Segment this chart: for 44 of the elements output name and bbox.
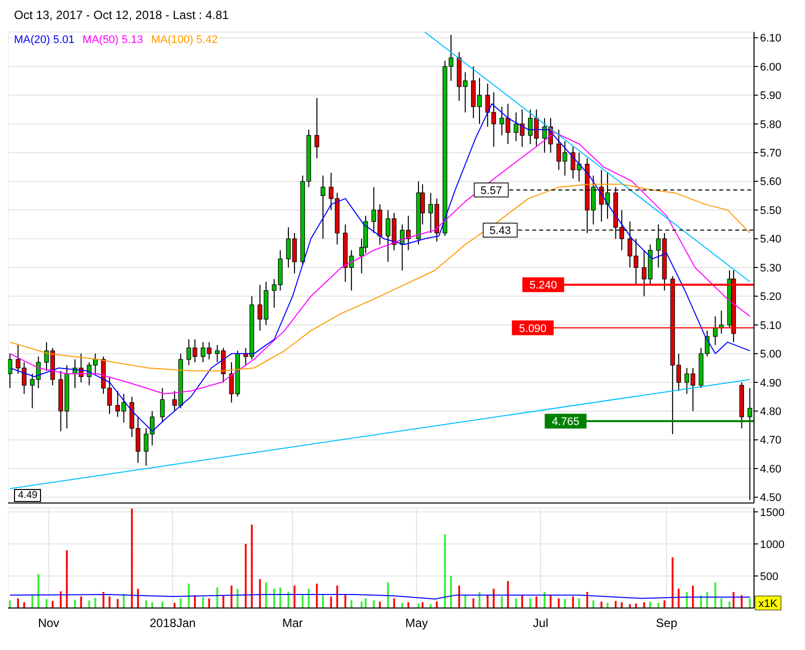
x-tick-label: Nov [38,616,60,630]
y-tick-label: 6.10 [760,32,782,45]
y-tick-label: 500 [760,570,778,583]
ref-line-label: 4.765 [552,416,580,428]
text: MA(100) 5.42 [151,34,218,46]
ref-line-label: 5.57 [480,184,502,197]
candlestick [320,175,326,240]
candlestick [712,316,718,346]
x-tick-label: Jul [532,616,548,630]
y-tick-label: 1000 [760,538,784,551]
y-tick-label: 5.20 [760,291,782,304]
candlestick [160,388,165,424]
y-tick-label: 5.10 [760,320,782,332]
x-tick-label: 2018Jan [150,616,196,630]
y-tick-label: 4.70 [760,434,782,447]
chart-title: Oct 13, 2017 - Oct 12, 2018 - Last : 4.81 [13,8,230,24]
y-tick-label: 5.30 [760,262,782,274]
y-tick-label: 5.70 [760,148,782,160]
y-tick-label: 5.40 [760,234,782,246]
line-series [10,132,750,394]
y-tick-label: 4.80 [760,406,782,418]
candlestick [8,353,12,389]
y-tick-label: 5.80 [760,118,782,131]
y-tick-label: 5.90 [760,90,782,102]
y-tick-label: 4.90 [760,377,782,390]
text: MA(50) 5.13 [82,34,144,46]
x-tick-label: Mar [282,616,303,630]
text: MA(20) 5.01 [14,34,75,46]
ref-line-label: 5.43 [489,225,511,238]
ref-line-label: 5.240 [529,280,558,292]
y-tick-label: 5.60 [760,176,782,188]
y-tick-label: 5.50 [760,204,782,217]
y-tick-label: 4.60 [760,463,782,476]
y-tick-label: 1500 [760,506,784,519]
y-tick-label: 4.50 [760,492,782,504]
y-axis-title: x1K [758,598,778,610]
ref-line-label: 5.090 [519,322,547,335]
y-tick-label: 5.00 [760,348,782,361]
x-tick-label: Sep [656,616,678,630]
candlestick [314,98,320,159]
x-tick-label: May [405,616,428,630]
annotation: 4.49 [14,489,42,502]
line-series [10,184,750,372]
y-tick-label: 6.00 [760,61,782,74]
